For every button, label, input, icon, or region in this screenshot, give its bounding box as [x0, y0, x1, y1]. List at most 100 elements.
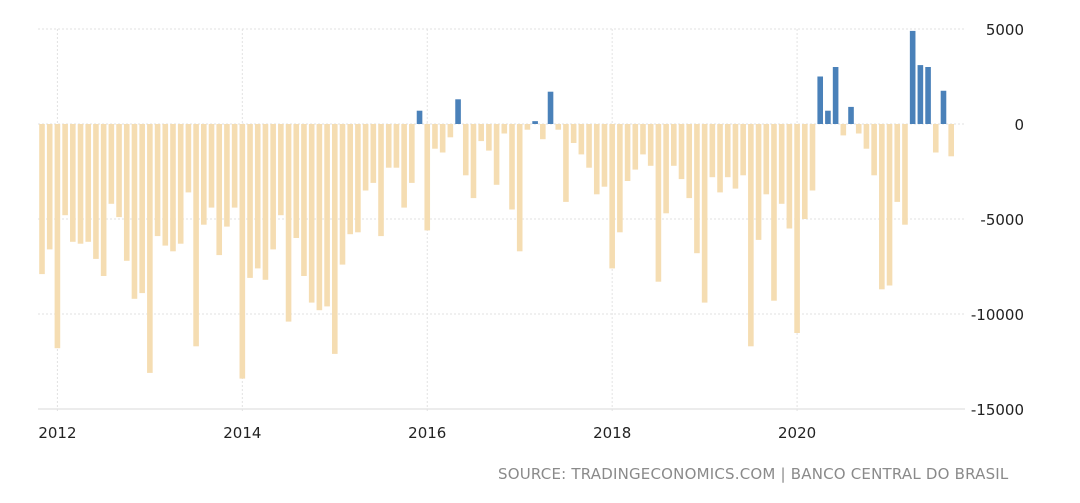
bar-positive — [455, 99, 461, 124]
x-axis-ticks: 2012 2014 2016 2018 2020 — [38, 424, 816, 442]
bar-negative — [786, 124, 793, 229]
bar-negative — [401, 124, 407, 208]
bar-negative — [293, 124, 300, 238]
bar-negative — [208, 124, 215, 208]
bar-negative — [932, 124, 939, 153]
bar-negative — [671, 124, 677, 166]
gridlines — [38, 28, 965, 412]
bar-positive — [917, 65, 924, 124]
bar-negative — [216, 124, 223, 256]
bar-negative — [778, 124, 785, 204]
bar-negative — [601, 124, 608, 187]
bar-negative — [270, 124, 276, 250]
bar-negative — [193, 124, 199, 347]
bar-negative — [432, 124, 438, 149]
y-tick-label: -5000 — [980, 211, 1024, 229]
bar-negative — [809, 124, 816, 191]
bar-negative — [686, 124, 693, 199]
bar-negative — [77, 124, 84, 244]
bar-negative — [902, 124, 908, 225]
bar-positive — [547, 91, 554, 124]
bar-negative — [62, 124, 68, 216]
bar-negative — [201, 124, 207, 225]
bar-negative — [701, 124, 708, 303]
bar-negative — [46, 124, 53, 250]
bar-negative — [801, 124, 808, 219]
bar-negative — [501, 124, 508, 134]
bar-negative — [709, 124, 716, 178]
bar-positive — [848, 106, 854, 124]
bar-negative — [39, 124, 45, 275]
bar-negative — [794, 124, 800, 333]
bar-negative — [894, 124, 901, 202]
bar-negative — [170, 124, 176, 252]
bar-positive — [925, 67, 931, 124]
bar-negative — [262, 124, 269, 280]
y-tick-label: -15000 — [971, 401, 1024, 419]
bar-negative — [578, 124, 585, 155]
bar-negative — [886, 124, 893, 286]
bar-negative — [177, 124, 184, 244]
bar-negative — [663, 124, 669, 214]
bar-negative — [316, 124, 323, 311]
bar-negative — [123, 124, 130, 261]
bar-series — [39, 30, 954, 379]
bar-negative — [385, 124, 392, 168]
bar-negative — [470, 124, 477, 199]
bar-negative — [609, 124, 615, 269]
bar-negative — [540, 124, 546, 140]
bar-negative — [740, 124, 746, 176]
bar-negative — [162, 124, 169, 246]
bar-negative — [586, 124, 592, 168]
y-tick-label: -10000 — [971, 306, 1024, 324]
bar-negative — [308, 124, 315, 303]
bar-negative — [678, 124, 685, 180]
y-tick-label: 0 — [1014, 116, 1024, 134]
bar-negative — [486, 124, 492, 151]
bar-negative — [139, 124, 145, 294]
bar-negative — [748, 124, 754, 347]
bar-negative — [239, 124, 246, 379]
bar-negative — [509, 124, 515, 210]
bar-negative — [593, 124, 600, 195]
bar-negative — [855, 124, 862, 134]
bar-negative — [617, 124, 623, 233]
bar-negative — [393, 124, 400, 168]
bar-negative — [93, 124, 99, 259]
bar-negative — [70, 124, 76, 242]
bar-negative — [717, 124, 723, 193]
bar-negative — [254, 124, 261, 269]
bar-negative — [948, 124, 954, 157]
bar-negative — [879, 124, 885, 290]
bar-negative — [640, 124, 646, 155]
x-tick-label: 2016 — [408, 424, 446, 442]
bar-negative — [247, 124, 253, 278]
bar-negative — [755, 124, 762, 240]
bar-negative — [447, 124, 454, 138]
bar-negative — [524, 124, 531, 130]
bar-negative — [624, 124, 631, 181]
bar-negative — [478, 124, 484, 142]
bar-negative — [493, 124, 500, 185]
bar-negative — [370, 124, 377, 183]
bar-negative — [647, 124, 654, 166]
bar-negative — [516, 124, 523, 252]
x-tick-label: 2012 — [38, 424, 76, 442]
bar-positive — [832, 67, 839, 124]
bar-negative — [732, 124, 739, 189]
bar-negative — [231, 124, 238, 208]
bar-negative — [570, 124, 577, 143]
bar-negative — [355, 124, 361, 233]
bar-positive — [416, 110, 423, 124]
x-tick-label: 2014 — [223, 424, 261, 442]
y-tick-label: 5000 — [986, 21, 1024, 39]
bar-negative — [424, 124, 431, 231]
x-tick-label: 2020 — [778, 424, 816, 442]
bar-negative — [840, 124, 847, 136]
bar-negative — [362, 124, 369, 191]
bar-negative — [563, 124, 569, 202]
bar-negative — [763, 124, 770, 195]
bar-negative — [632, 124, 639, 170]
source-attribution: SOURCE: TRADINGECONOMICS.COM | BANCO CEN… — [498, 465, 1009, 483]
